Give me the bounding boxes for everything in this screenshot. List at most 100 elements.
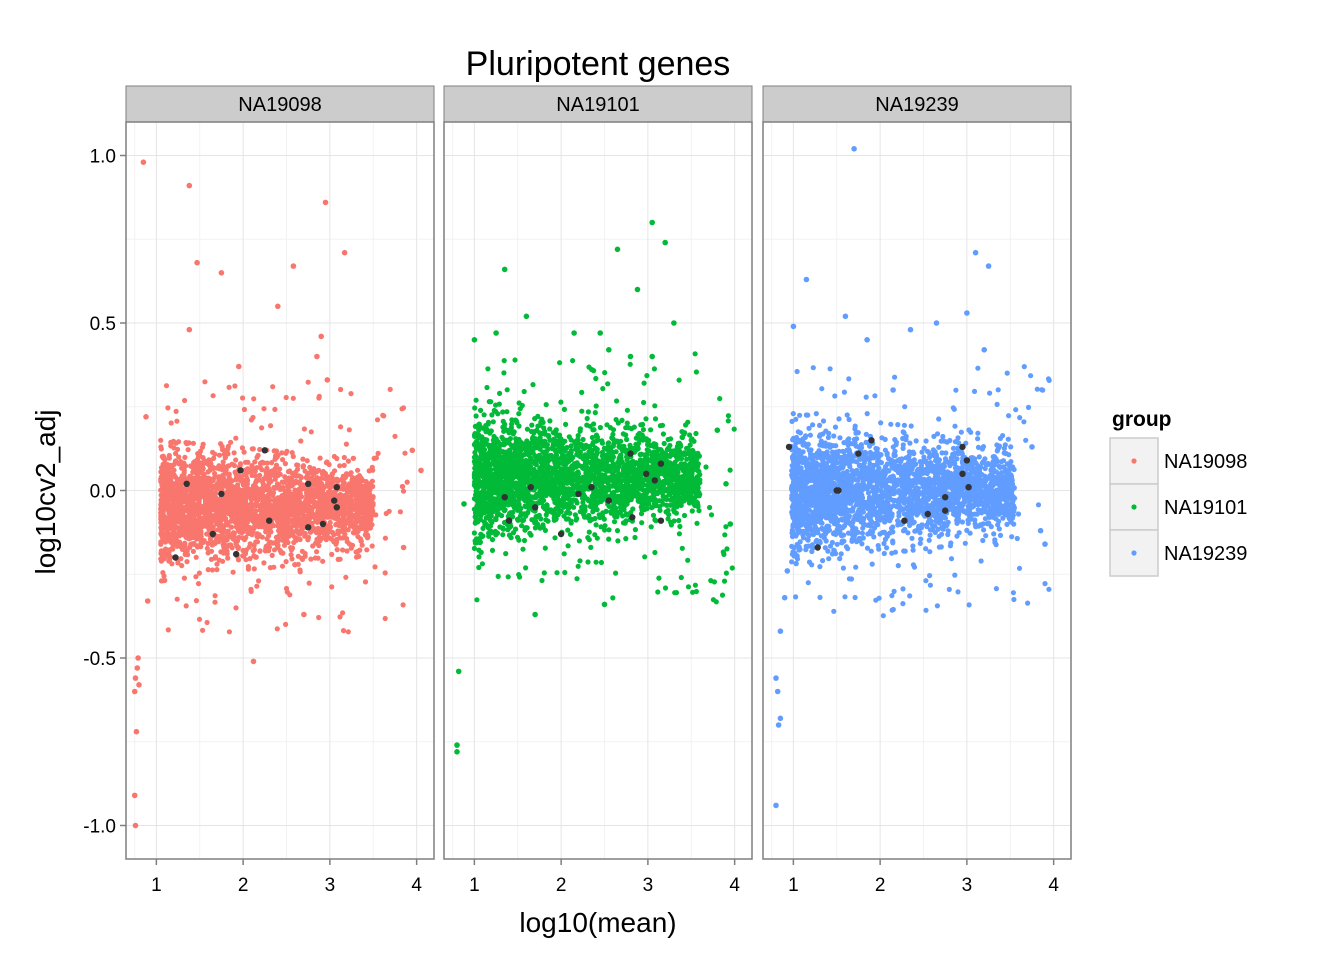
data-point [282,536,288,542]
data-point [293,535,300,541]
data-point [238,475,244,481]
data-point [166,452,172,459]
data-point [158,487,164,493]
data-point [172,458,179,464]
data-point [169,482,175,488]
data-point [503,551,509,557]
data-point [169,470,175,477]
data-point [610,449,616,455]
outlier-point [290,263,297,269]
data-point [337,518,343,524]
data-point [179,473,185,479]
data-point [343,574,349,580]
data-point [552,535,558,541]
data-point [471,530,477,536]
data-point [273,534,279,540]
data-point [632,534,638,541]
data-point [225,542,231,549]
data-point [619,417,625,423]
data-point [241,406,247,413]
data-point [366,511,372,517]
data-point [174,596,180,602]
data-point [187,500,193,506]
data-point [320,558,326,564]
data-point [508,488,514,494]
data-point [267,529,273,535]
outlier-point [134,665,141,671]
data-point [291,539,297,546]
data-point [298,438,304,444]
data-point [689,508,695,514]
data-point [283,394,289,401]
data-point [251,566,257,572]
data-point [275,523,281,529]
data-point [176,439,182,445]
data-point [568,518,574,524]
data-point [326,475,332,481]
data-point [225,555,231,561]
data-point [187,505,193,511]
outlier-point [131,792,138,799]
data-point [169,464,175,470]
data-point [174,533,180,539]
data-point [218,475,224,481]
data-point [353,554,360,560]
data-point [247,541,253,547]
data-point [317,455,323,461]
data-point [572,512,579,518]
data-point [352,481,358,487]
data-point [314,469,320,475]
data-point [217,483,223,489]
data-point [233,457,239,463]
data-point [557,482,564,488]
data-point [290,395,296,401]
data-point [195,480,201,486]
data-point [346,481,352,487]
data-point [350,492,356,498]
data-point [200,441,206,447]
data-point [547,418,553,424]
data-point [233,471,239,478]
data-point [584,415,590,422]
data-point [400,405,407,411]
data-point [253,554,259,560]
data-point [329,551,335,558]
data-point [249,532,255,538]
data-point [644,447,650,453]
data-point [589,453,595,459]
data-point [516,411,522,417]
data-point [221,546,228,552]
data-point [205,567,211,573]
data-point [334,547,340,553]
data-point [158,465,165,471]
data-point [257,472,263,478]
data-point [289,556,295,562]
data-point [193,574,199,580]
data-point [561,504,567,510]
data-point [161,578,167,584]
data-point [520,546,526,552]
outlier-point [186,182,193,189]
data-point [198,494,204,500]
data-point [304,475,310,481]
data-point [173,408,179,414]
data-point [472,423,478,429]
data-point [620,467,627,473]
data-point [254,523,260,529]
data-point [239,502,245,508]
data-point [182,454,188,460]
data-point [667,442,673,449]
data-point [208,500,214,506]
data-point [179,563,185,569]
outlier-point [418,467,424,474]
data-point [331,539,337,545]
data-point [283,559,289,565]
data-point [186,536,192,542]
data-point [337,463,343,469]
data-point [280,457,286,463]
data-point [489,537,496,543]
data-point [253,479,259,486]
pluripotent-gene-point [305,524,312,531]
data-point [175,499,181,505]
data-point [676,517,682,524]
